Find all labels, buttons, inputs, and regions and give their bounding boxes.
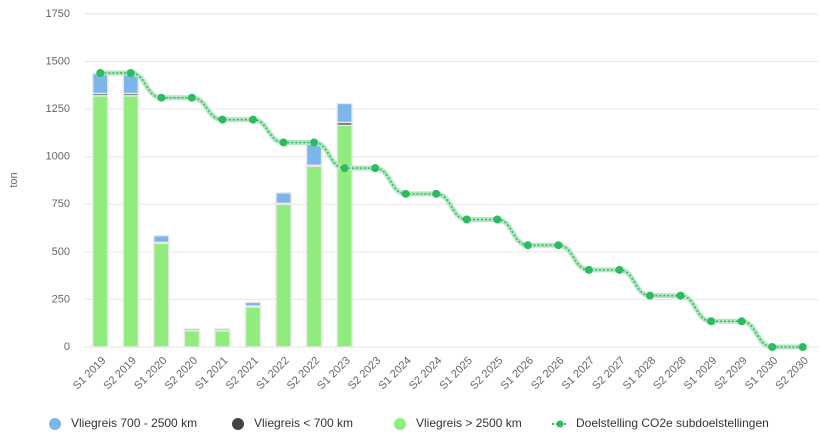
bar-segment <box>153 234 170 244</box>
legend-marker <box>556 420 564 428</box>
x-tick-label: S2 2026 <box>529 355 566 392</box>
line-point <box>584 265 593 274</box>
line <box>100 72 803 348</box>
x-tick-label: S2 2024 <box>407 355 444 392</box>
line-point <box>707 317 716 326</box>
x-tick-label: S1 2022 <box>254 355 291 392</box>
x-tick-label: S2 2020 <box>163 355 200 392</box>
bar-segment <box>214 330 231 348</box>
x-tick-label: S2 2022 <box>285 355 322 392</box>
bar-segment <box>214 328 231 332</box>
x-tick-label: S2 2028 <box>651 355 688 392</box>
line-point <box>248 115 257 124</box>
y-tick-label: 250 <box>52 293 70 305</box>
x-tick-label: S1 2030 <box>743 355 780 392</box>
legend-label: Doelstelling CO2e subdoelstellingen <box>576 416 769 430</box>
line-point <box>126 68 135 77</box>
line-point <box>310 138 319 147</box>
line-point <box>554 241 563 250</box>
x-tick-label: S2 2030 <box>773 355 810 392</box>
y-tick-label: 1250 <box>46 103 70 115</box>
x-tick-label: S1 2019 <box>71 355 108 392</box>
bar-segment <box>244 306 262 348</box>
y-tick-label: 1750 <box>46 8 70 20</box>
x-tick-label: S2 2019 <box>102 355 139 392</box>
x-tick-label: S2 2027 <box>590 355 627 392</box>
line-point <box>493 215 502 224</box>
bar-segment <box>275 192 292 205</box>
bar-segment <box>336 102 353 124</box>
line-point <box>340 164 349 173</box>
x-tick-label: S1 2020 <box>132 355 169 392</box>
bar-segment <box>275 203 292 348</box>
y-tick-label: 750 <box>52 198 70 210</box>
line-point <box>187 93 196 102</box>
legend-label: Vliegreis > 2500 km <box>416 416 522 430</box>
y-tick-label: 1500 <box>46 55 70 67</box>
line-point <box>462 215 471 224</box>
line-point <box>157 93 166 102</box>
y-tick-label: 500 <box>52 246 70 258</box>
line-halo <box>100 70 803 350</box>
bar-segment <box>122 95 140 348</box>
x-tick-label: S2 2025 <box>468 355 505 392</box>
x-tick-label: S1 2023 <box>315 355 352 392</box>
bar-segment <box>305 143 323 167</box>
bar-segment <box>153 242 170 348</box>
bar-segment <box>244 301 262 307</box>
x-tick-label: S2 2021 <box>224 355 261 392</box>
line-point <box>432 189 441 198</box>
line-point <box>218 115 227 124</box>
legend-label: Vliegreis 700 - 2500 km <box>71 416 197 430</box>
line-point <box>676 291 685 300</box>
legend-marker <box>49 418 61 430</box>
bar-segment <box>305 165 323 348</box>
line-point <box>646 291 655 300</box>
line-point <box>279 138 288 147</box>
x-tick-label: S2 2023 <box>346 355 383 392</box>
line-point <box>523 241 532 250</box>
y-tick-label: 0 <box>64 341 70 353</box>
x-tick-label: S1 2028 <box>621 355 658 392</box>
bar-segment <box>183 330 201 348</box>
line-point <box>371 164 380 173</box>
y-axis-title: ton <box>8 172 20 187</box>
x-tick-label: S1 2025 <box>437 355 474 392</box>
line-point <box>798 343 807 351</box>
line-point <box>401 189 410 198</box>
line-point <box>615 265 624 274</box>
x-tick-label: S2 2029 <box>712 355 749 392</box>
line-point <box>737 317 746 326</box>
y-tick-label: 1000 <box>46 151 70 163</box>
line-point <box>768 343 777 351</box>
x-tick-label: S1 2024 <box>376 355 413 392</box>
x-tick-label: S1 2029 <box>682 355 719 392</box>
legend-marker <box>232 418 244 430</box>
bar-segment <box>183 328 201 332</box>
x-tick-label: S1 2027 <box>560 355 597 392</box>
line-point <box>96 68 105 77</box>
x-tick-label: S1 2026 <box>499 355 536 392</box>
bar-segment <box>336 124 353 348</box>
x-tick-label: S1 2021 <box>193 355 230 392</box>
legend-marker <box>394 418 406 430</box>
bar-segment <box>92 95 109 348</box>
legend-label: Vliegreis < 700 km <box>254 416 353 430</box>
